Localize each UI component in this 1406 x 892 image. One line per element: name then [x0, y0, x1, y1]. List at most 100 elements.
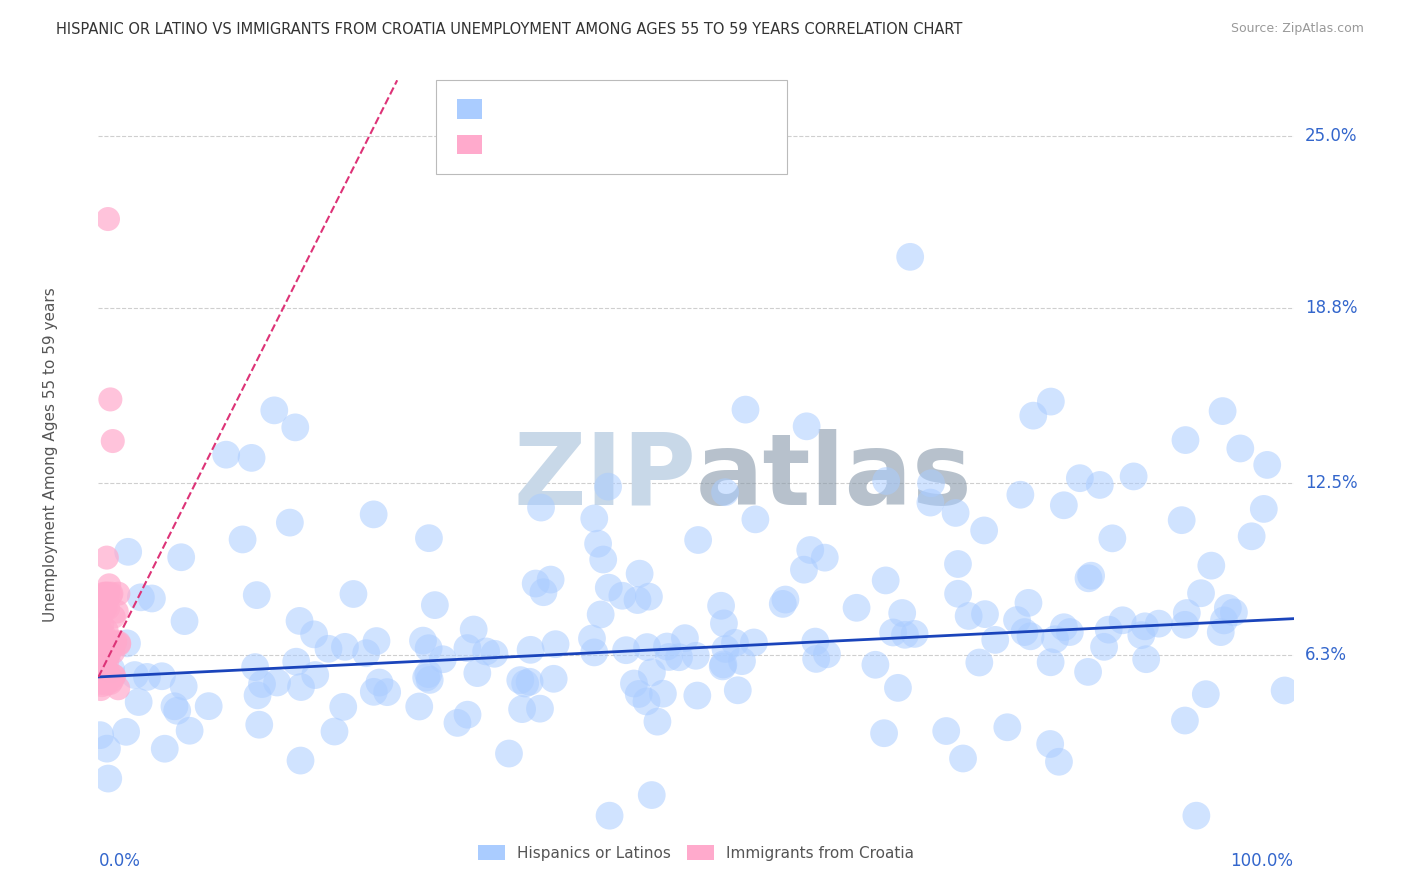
Point	[94, 672, 117, 686]
Point	[710, 599, 733, 613]
Point	[1053, 620, 1076, 634]
Point	[323, 724, 346, 739]
Point	[1077, 665, 1099, 679]
Point	[1195, 687, 1218, 701]
Point	[1022, 409, 1045, 423]
Point	[89, 654, 111, 668]
Point	[544, 637, 567, 651]
Point	[263, 403, 285, 417]
Point	[898, 250, 921, 264]
Point	[285, 655, 308, 669]
Point	[418, 531, 440, 545]
Point	[96, 550, 118, 565]
Text: 25.0%: 25.0%	[1305, 127, 1357, 145]
Point	[655, 640, 678, 654]
Text: 100.0%: 100.0%	[1230, 852, 1294, 870]
Point	[887, 681, 910, 695]
Text: HISPANIC OR LATINO VS IMMIGRANTS FROM CROATIA UNEMPLOYMENT AMONG AGES 55 TO 59 Y: HISPANIC OR LATINO VS IMMIGRANTS FROM CR…	[56, 22, 963, 37]
Point	[93, 587, 115, 601]
Point	[1098, 623, 1121, 637]
Point	[93, 653, 115, 667]
Point	[101, 645, 124, 659]
Point	[432, 652, 454, 666]
Point	[115, 636, 138, 650]
Point	[1170, 513, 1192, 527]
Point	[804, 652, 827, 666]
Point	[94, 587, 117, 601]
Point	[1133, 619, 1156, 633]
Point	[1101, 532, 1123, 546]
Point	[668, 650, 690, 665]
Point	[903, 627, 925, 641]
Point	[1017, 596, 1039, 610]
Point	[641, 665, 664, 680]
Point	[581, 632, 603, 646]
Text: 6.3%: 6.3%	[1305, 646, 1347, 664]
Point	[865, 657, 887, 672]
Point	[1019, 629, 1042, 643]
Point	[530, 500, 553, 515]
Point	[891, 606, 914, 620]
Point	[304, 668, 326, 682]
Point	[1189, 586, 1212, 600]
Point	[101, 673, 124, 687]
Text: R =  0.186   N =    57: R = 0.186 N = 57	[494, 136, 671, 151]
Point	[1077, 571, 1099, 585]
Point	[98, 578, 121, 592]
Point	[875, 474, 897, 488]
Point	[1039, 655, 1062, 669]
Point	[651, 687, 673, 701]
Point	[596, 480, 619, 494]
Point	[509, 673, 531, 687]
Point	[90, 676, 112, 690]
Point	[89, 607, 111, 622]
Point	[796, 419, 818, 434]
Point	[105, 605, 128, 619]
Point	[368, 675, 391, 690]
Point	[711, 659, 734, 673]
Point	[894, 628, 917, 642]
Point	[799, 543, 821, 558]
Point	[627, 687, 650, 701]
Text: 0.0%: 0.0%	[98, 852, 141, 870]
Point	[1209, 625, 1232, 640]
Point	[96, 587, 118, 601]
Point	[124, 668, 146, 682]
Point	[498, 747, 520, 761]
Point	[166, 704, 188, 718]
Point	[1201, 558, 1223, 573]
Point	[108, 636, 131, 650]
Point	[288, 614, 311, 628]
Point	[734, 402, 756, 417]
Point	[1212, 404, 1234, 418]
Point	[882, 625, 904, 640]
Point	[284, 420, 307, 434]
Point	[415, 671, 437, 685]
Legend: Hispanics or Latinos, Immigrants from Croatia: Hispanics or Latinos, Immigrants from Cr…	[471, 838, 921, 867]
Point	[673, 631, 696, 645]
Text: ZIP: ZIP	[513, 429, 696, 526]
Point	[290, 680, 312, 694]
Point	[173, 680, 195, 694]
Point	[96, 667, 118, 681]
Point	[714, 642, 737, 657]
Point	[583, 511, 606, 525]
Point	[742, 635, 765, 649]
Point	[713, 616, 735, 631]
Point	[418, 641, 440, 656]
Point	[519, 643, 541, 657]
Point	[96, 676, 118, 690]
Point	[638, 590, 661, 604]
Point	[1010, 488, 1032, 502]
Point	[1274, 683, 1296, 698]
Point	[626, 593, 648, 607]
Point	[96, 623, 118, 637]
Point	[727, 683, 749, 698]
Point	[97, 601, 120, 615]
Point	[647, 714, 669, 729]
Point	[1174, 433, 1197, 447]
Point	[250, 677, 273, 691]
Point	[232, 533, 254, 547]
Point	[97, 587, 120, 601]
Point	[408, 699, 430, 714]
